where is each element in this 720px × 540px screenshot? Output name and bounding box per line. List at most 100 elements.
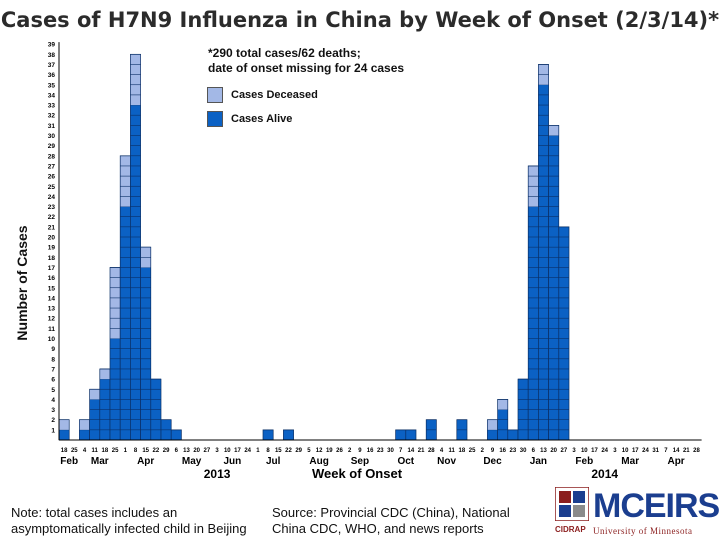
bar-deceased <box>99 368 110 380</box>
x-tick-label: 10 <box>622 448 629 454</box>
x-tick-label: 29 <box>295 448 302 454</box>
x-tick-label: 6 <box>532 448 536 454</box>
x-tick-label: 1 <box>256 448 260 454</box>
bar-alive <box>263 429 274 440</box>
x-tick-label: 26 <box>336 448 343 454</box>
y-tick-label: 21 <box>48 224 56 231</box>
y-tick-label: 16 <box>48 275 56 282</box>
legend-alive: Cases Alive <box>207 111 292 127</box>
y-tick-label: 12 <box>48 316 56 323</box>
month-label: Jun <box>224 456 242 467</box>
legend-label-alive: Cases Alive <box>231 112 293 125</box>
y-tick-label: 30 <box>48 133 56 140</box>
mceirs-logo: CIDRAP MCEIRS University of Minnesota <box>553 485 720 540</box>
x-tick-label: 2 <box>481 448 485 454</box>
cidrap-logo-icon <box>555 487 589 521</box>
y-tick-label: 9 <box>51 346 55 353</box>
x-tick-label: 13 <box>540 448 547 454</box>
month-label: Dec <box>483 456 502 467</box>
annotation-line-2: date of onset missing for 24 cases <box>208 61 405 75</box>
x-tick-label: 28 <box>693 448 700 454</box>
bar-alive <box>558 226 569 440</box>
month-label: Aug <box>309 456 328 467</box>
y-tick-label: 15 <box>48 285 56 292</box>
x-tick-label: 9 <box>358 448 362 454</box>
y-tick-label: 5 <box>51 387 55 394</box>
y-tick-label: 3 <box>51 407 55 414</box>
x-tick-label: 21 <box>683 448 690 454</box>
month-label: Apr <box>667 456 684 467</box>
y-tick-label: 29 <box>48 143 56 150</box>
footnote-line-2: asymptomatically infected child in Beiji… <box>11 521 247 536</box>
bar-alive <box>130 105 141 441</box>
y-tick-label: 31 <box>48 123 56 130</box>
year-label: 2014 <box>591 467 618 481</box>
x-tick-label: 10 <box>224 448 231 454</box>
legend-swatch-alive <box>207 111 223 127</box>
y-tick-label: 35 <box>48 82 56 89</box>
x-tick-label: 17 <box>632 448 639 454</box>
x-tick-label: 24 <box>642 448 649 454</box>
bar-alive <box>59 429 70 440</box>
x-tick-label: 23 <box>510 448 517 454</box>
x-tick-label: 24 <box>601 448 608 454</box>
x-tick-label: 30 <box>387 448 394 454</box>
y-tick-label: 23 <box>48 204 56 211</box>
bar-deceased <box>110 267 121 339</box>
bar-alive <box>120 206 131 440</box>
month-label: Nov <box>437 456 456 467</box>
y-tick-label: 8 <box>51 356 55 363</box>
x-tick-label: 8 <box>266 448 270 454</box>
y-tick-label: 36 <box>48 72 56 79</box>
y-axis-label: Number of Cases <box>14 225 30 341</box>
month-label: Feb <box>60 456 78 467</box>
month-label: Oct <box>397 456 414 467</box>
x-tick-label: 18 <box>459 448 466 454</box>
mceirs-wordmark: MCEIRS <box>593 487 720 525</box>
y-tick-label: 27 <box>48 163 56 170</box>
x-tick-label: 25 <box>112 448 119 454</box>
legend-label-deceased: Cases Deceased <box>231 88 318 101</box>
x-tick-label: 7 <box>664 448 668 454</box>
source-line-2: China CDC, WHO, and news reports <box>272 521 484 536</box>
y-tick-label: 14 <box>48 295 56 302</box>
y-tick-label: 22 <box>48 214 56 221</box>
x-tick-label: 11 <box>92 448 99 454</box>
x-tick-label: 4 <box>440 448 444 454</box>
x-tick-label: 17 <box>234 448 241 454</box>
y-tick-label: 37 <box>48 62 56 69</box>
x-tick-label: 15 <box>142 448 149 454</box>
x-tick-label: 15 <box>275 448 282 454</box>
x-tick-label: 16 <box>367 448 374 454</box>
y-tick-label: 10 <box>48 336 56 343</box>
x-tick-label: 28 <box>428 448 435 454</box>
x-tick-label: 18 <box>61 448 68 454</box>
y-tick-label: 38 <box>48 52 56 59</box>
footnote-line-1: Note: total cases includes an <box>11 505 178 520</box>
annotation-note: *290 total cases/62 deaths; date of onse… <box>208 46 404 76</box>
month-label: Apr <box>137 456 154 467</box>
x-tick-label: 22 <box>285 448 292 454</box>
x-tick-label: 3 <box>572 448 576 454</box>
x-tick-label: 29 <box>163 448 170 454</box>
y-tick-label: 32 <box>48 113 56 120</box>
y-tick-label: 33 <box>48 103 56 110</box>
bar-deceased <box>89 389 100 400</box>
x-tick-label: 6 <box>175 448 179 454</box>
y-tick-label: 24 <box>48 194 56 201</box>
x-tick-label: 17 <box>591 448 598 454</box>
bar-deceased <box>497 399 508 410</box>
x-tick-label: 21 <box>418 448 425 454</box>
bar-alive <box>79 429 90 440</box>
month-label: Jan <box>530 456 547 467</box>
bar-alive <box>405 429 416 440</box>
x-tick-label: 14 <box>408 448 415 454</box>
x-tick-label: 3 <box>215 448 219 454</box>
y-tick-label: 25 <box>48 184 56 191</box>
x-tick-label: 13 <box>183 448 190 454</box>
university-text: University of Minnesota <box>593 526 693 536</box>
bar-alive <box>528 206 539 440</box>
x-tick-label: 20 <box>193 448 200 454</box>
x-tick-label: 20 <box>550 448 557 454</box>
